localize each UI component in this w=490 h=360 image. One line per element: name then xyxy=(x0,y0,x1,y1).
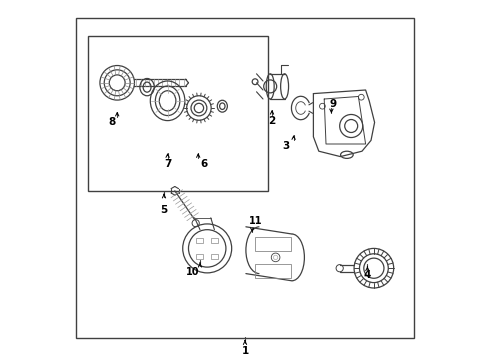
Text: 11: 11 xyxy=(249,216,263,226)
Text: 7: 7 xyxy=(164,159,171,169)
Text: 8: 8 xyxy=(108,117,116,127)
Text: 9: 9 xyxy=(330,99,337,109)
Text: 2: 2 xyxy=(269,116,275,126)
Bar xyxy=(211,253,219,258)
Text: 6: 6 xyxy=(200,159,207,169)
Bar xyxy=(88,36,269,191)
Text: 4: 4 xyxy=(364,270,371,280)
Bar xyxy=(255,264,291,278)
Bar xyxy=(255,237,291,251)
Bar xyxy=(76,18,414,338)
Text: 5: 5 xyxy=(160,204,168,215)
Text: 1: 1 xyxy=(242,346,248,356)
Text: 10: 10 xyxy=(186,267,199,277)
Bar xyxy=(211,238,219,243)
Bar xyxy=(196,238,203,243)
Text: 3: 3 xyxy=(283,141,290,151)
Bar xyxy=(196,253,203,258)
